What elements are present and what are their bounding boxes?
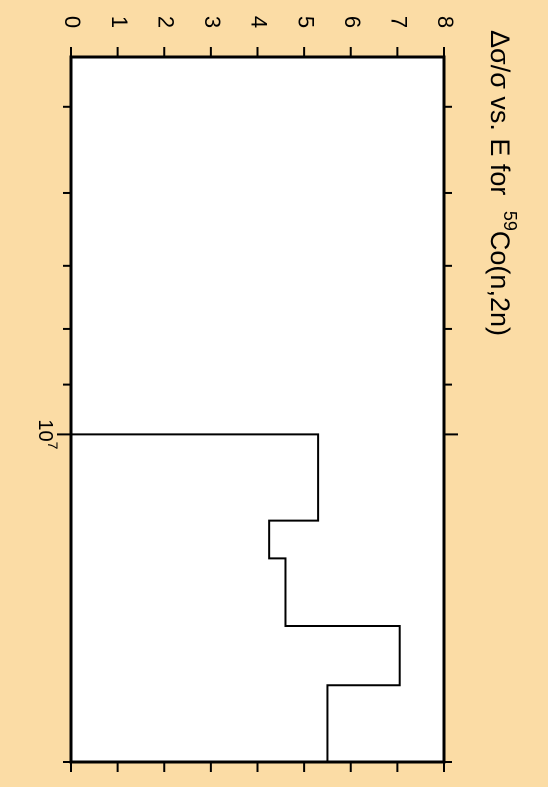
- value-tick-label: 2: [153, 16, 178, 28]
- value-tick-label: 0: [60, 16, 85, 28]
- energy-tick-label-exponent: 7: [45, 442, 61, 450]
- plot-frame: [69, 55, 446, 764]
- chart-title-reaction: Co(n,2n): [485, 231, 515, 336]
- value-tick-label: 6: [340, 16, 365, 28]
- chart-title-main: Δσ/σ vs. E for: [485, 30, 515, 203]
- value-tick-label: 1: [107, 16, 132, 28]
- series-line: [71, 433, 401, 762]
- energy-tick-label-base: 10: [34, 419, 56, 441]
- chart-title: Δσ/σ vs. E for 59Co(n,2n): [485, 30, 520, 336]
- value-tick-label: 8: [433, 16, 458, 28]
- axis-ticks: [57, 47, 458, 772]
- series-layer: [71, 433, 401, 762]
- value-tick-label: 3: [200, 16, 225, 28]
- value-tick-label: 7: [387, 16, 412, 28]
- energy-tick-label: 107: [34, 419, 62, 449]
- value-tick-label: 4: [247, 16, 272, 28]
- value-tick-label: 5: [293, 16, 318, 28]
- plot-area: [71, 57, 444, 762]
- chart-title-isotope-mass: 59: [500, 211, 520, 231]
